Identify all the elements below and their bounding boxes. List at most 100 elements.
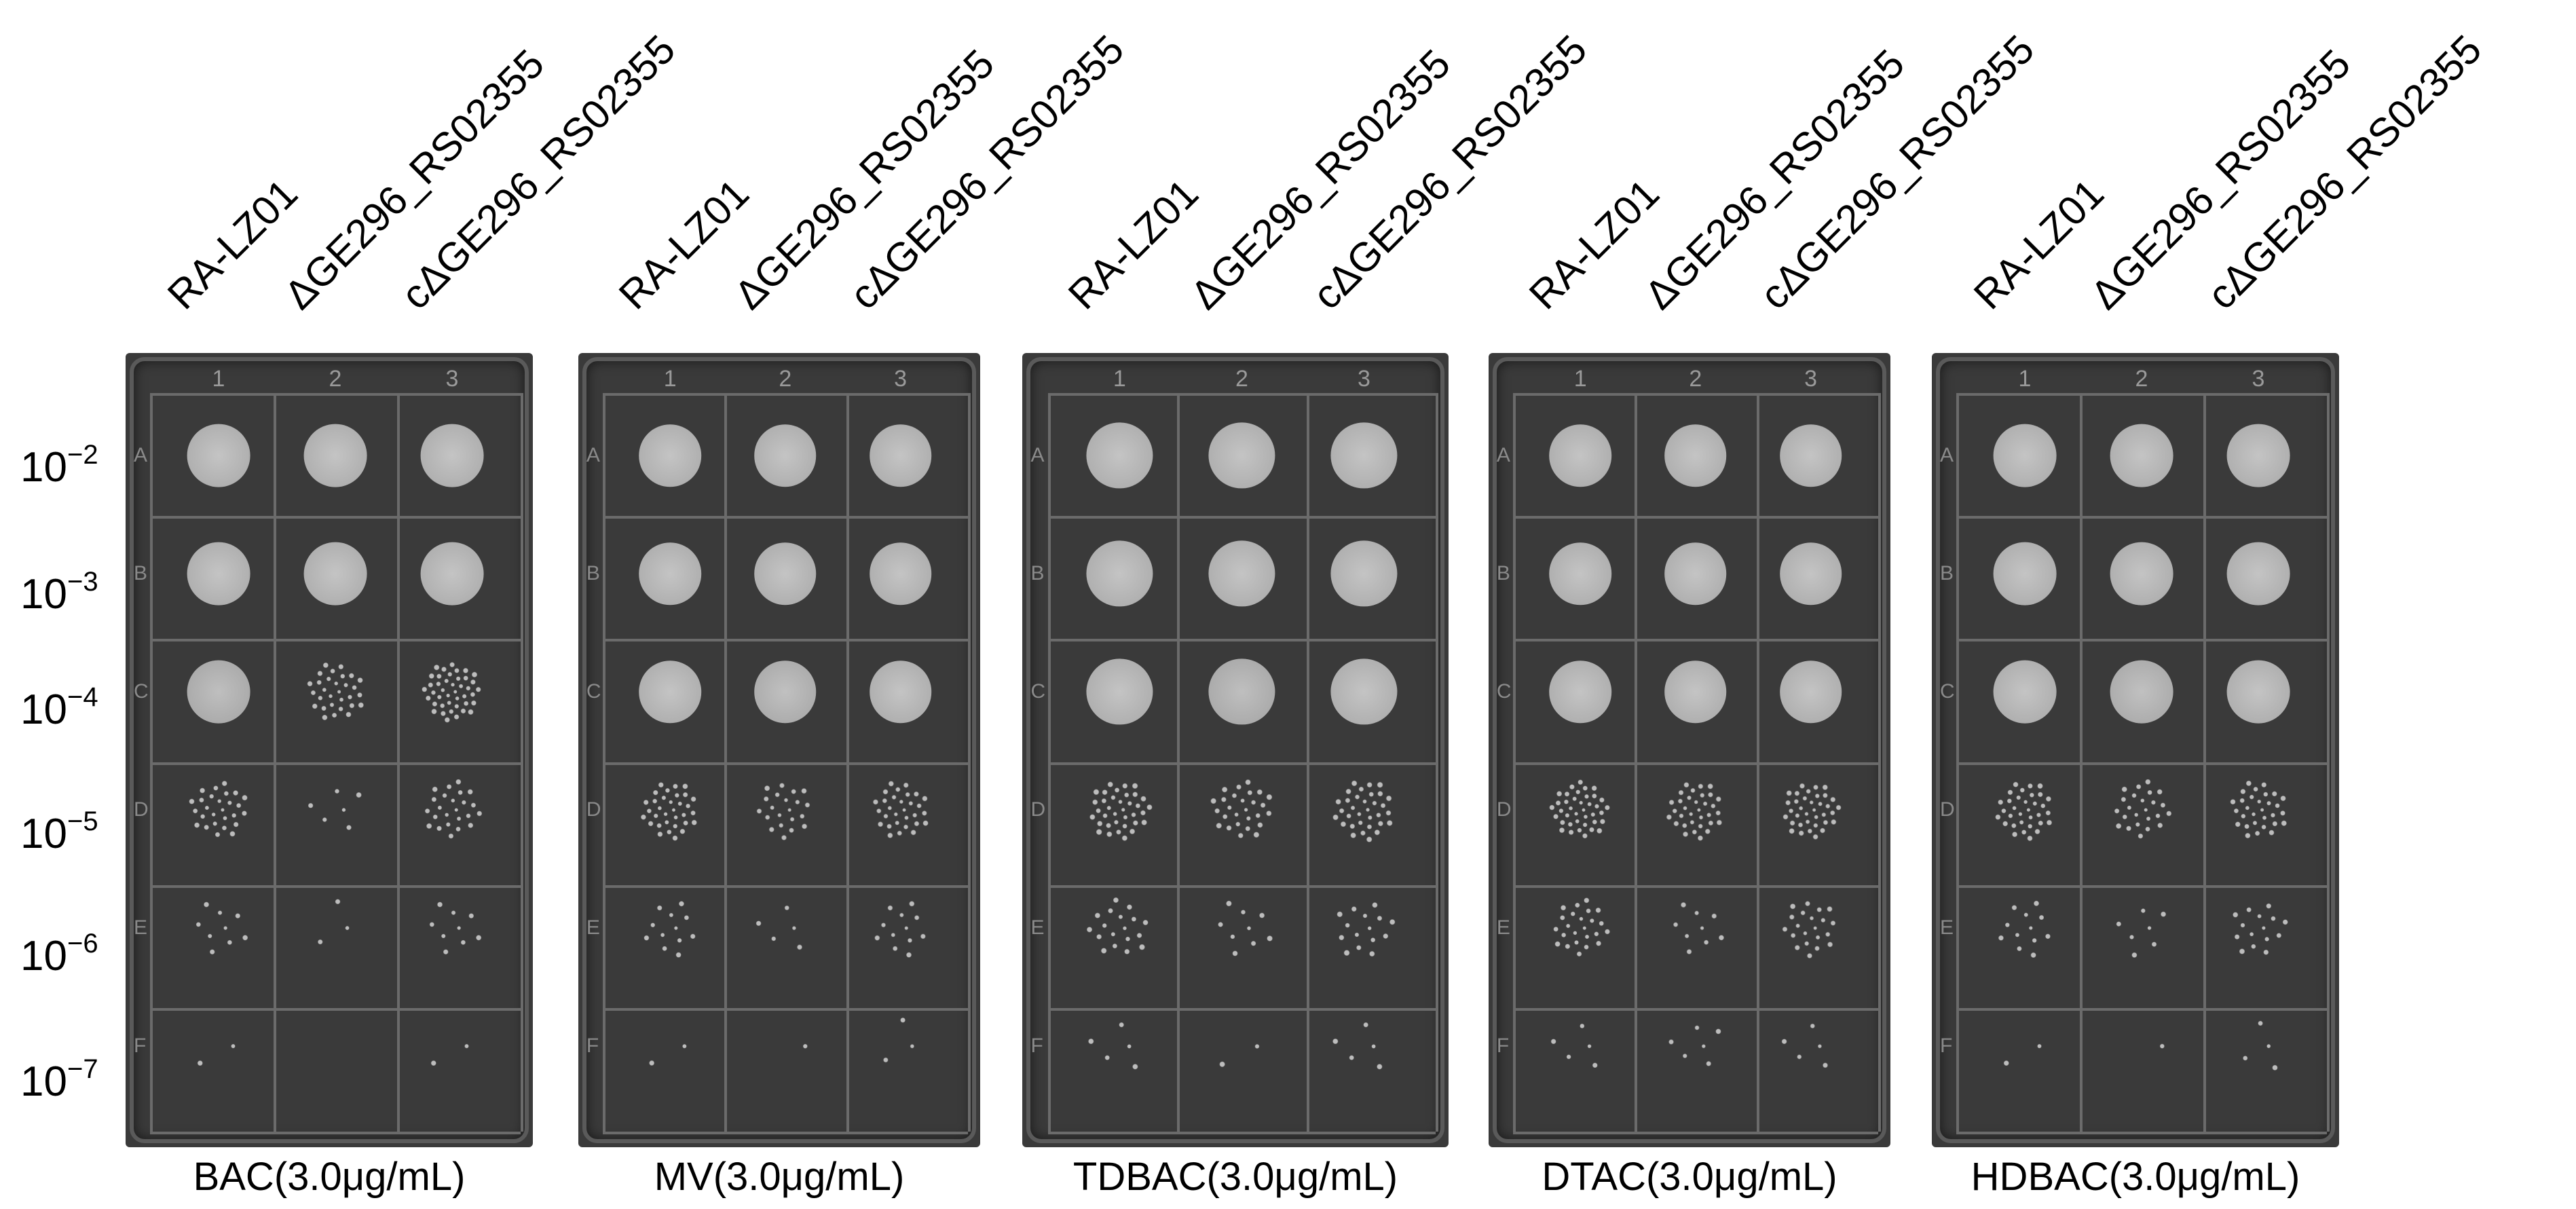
grid-line [968,392,971,1132]
colony-spot [1664,424,1727,487]
plate-row-letter: D [1940,798,1955,821]
colony-spot [754,1015,817,1078]
grid-line [1047,639,1436,642]
plate-row-letter: D [1496,798,1512,821]
grid-line [150,392,521,396]
plate-row-letter: C [586,680,601,703]
colony-spot [187,542,250,606]
plate-row-letter: E [1496,916,1510,940]
colony-spot [639,542,701,605]
grid-line [1878,392,1882,1132]
plate-column-number: 3 [445,365,459,392]
plate-row-letter: F [134,1035,147,1058]
grid-line [602,1131,969,1134]
colony-spot [1086,658,1153,725]
strain-label: RA-LZ01 [1060,170,1208,318]
plate-row-letter: C [1496,680,1512,703]
colony-spot [1086,422,1153,489]
colony-spot [303,542,367,606]
plate-grid [1956,392,2330,1134]
colony-spot [1208,777,1275,843]
colony-spot [303,424,367,487]
plate-row-letter: C [1030,680,1046,703]
grid-line [2203,392,2206,1132]
colony-spot [303,660,367,724]
grid-line [1956,392,2327,396]
colony-spot [1993,896,2057,960]
colony-spot [754,661,817,723]
colony-spot [869,424,932,487]
colony-spot [1330,777,1398,843]
grid-line [1956,762,2327,765]
grid-line [1635,392,1638,1132]
plate-panel: 1 2 3 A B C D E F [1022,353,1449,1147]
colony-spot [1993,424,2057,487]
colony-spot [1208,658,1275,725]
plate-column-number: 2 [1689,365,1702,392]
dilution-label: 10−6 [20,929,98,980]
plate-row-letter: B [586,562,600,585]
plate-panel: 1 2 3 A B C D E F [126,353,533,1147]
grid-line [602,885,969,888]
colony-spot [1779,897,1842,960]
grid-line [1512,392,1879,396]
plate-rim [130,357,529,1143]
colony-spot [1086,777,1153,843]
colony-spot [1549,424,1611,487]
colony-spot [420,1015,484,1078]
grid-line [1047,1008,1436,1011]
agar-plate: 1 2 3 A B C D E F [1489,353,1890,1147]
colony-spot [1664,661,1727,723]
colony-spot [754,542,817,605]
colony-spot [1779,1015,1842,1078]
colony-spot [1330,895,1398,961]
agar-plate: 1 2 3 A B C D E F [1022,353,1449,1147]
strain-label: RA-LZ01 [1964,170,2113,318]
plate-panel: 1 2 3 A B C D E F [1489,353,1890,1147]
colony-spot [187,660,250,724]
colony-spot [187,1015,250,1078]
colony-spot [2226,424,2290,487]
plate-column-number: 3 [1357,365,1370,392]
plate-rim [1936,357,2335,1143]
grid-line [150,762,521,765]
strain-label: RA-LZ01 [158,170,307,318]
grid-line [1956,885,2327,888]
colony-spot [1549,1015,1611,1078]
agar-plate: 1 2 3 A B C D E F [1932,353,2339,1147]
colony-spot [2110,542,2173,606]
grid-line [602,1008,969,1011]
colony-spot [2226,896,2290,960]
colony-spot [1779,424,1842,487]
plate-row-letter: A [1496,443,1510,466]
colony-spot [1993,778,2057,842]
condition-label: BAC(3.0μg/mL) [193,1155,466,1199]
plate-row-letter: E [1940,916,1954,940]
colony-spot [1779,779,1842,842]
colony-spot [1330,540,1398,607]
grid-line [150,885,521,888]
grid-line [1047,392,1436,396]
plate-column-number: 1 [2018,365,2032,392]
plate-row-letter: F [586,1035,599,1058]
grid-line [1512,885,1879,888]
colony-spot [420,660,484,724]
grid-line [1956,639,2327,642]
plate-column-number: 1 [1573,365,1587,392]
colony-spot [639,424,701,487]
plate-rim [1026,357,1444,1143]
grid-line [1956,392,1959,1132]
plate-column-number: 2 [779,365,792,392]
plate-column-number: 3 [894,365,908,392]
grid-line [1512,639,1879,642]
colony-spot [1330,422,1398,489]
plate-row-letter: B [1030,562,1045,585]
colony-spot [639,661,701,723]
grid-line [1512,1131,1879,1134]
plate-column-number: 2 [329,365,342,392]
condition-label: MV(3.0μg/mL) [654,1155,905,1199]
grid-line [1956,515,2327,519]
colony-spot [2226,660,2290,724]
plate-row-letter: D [134,798,149,821]
